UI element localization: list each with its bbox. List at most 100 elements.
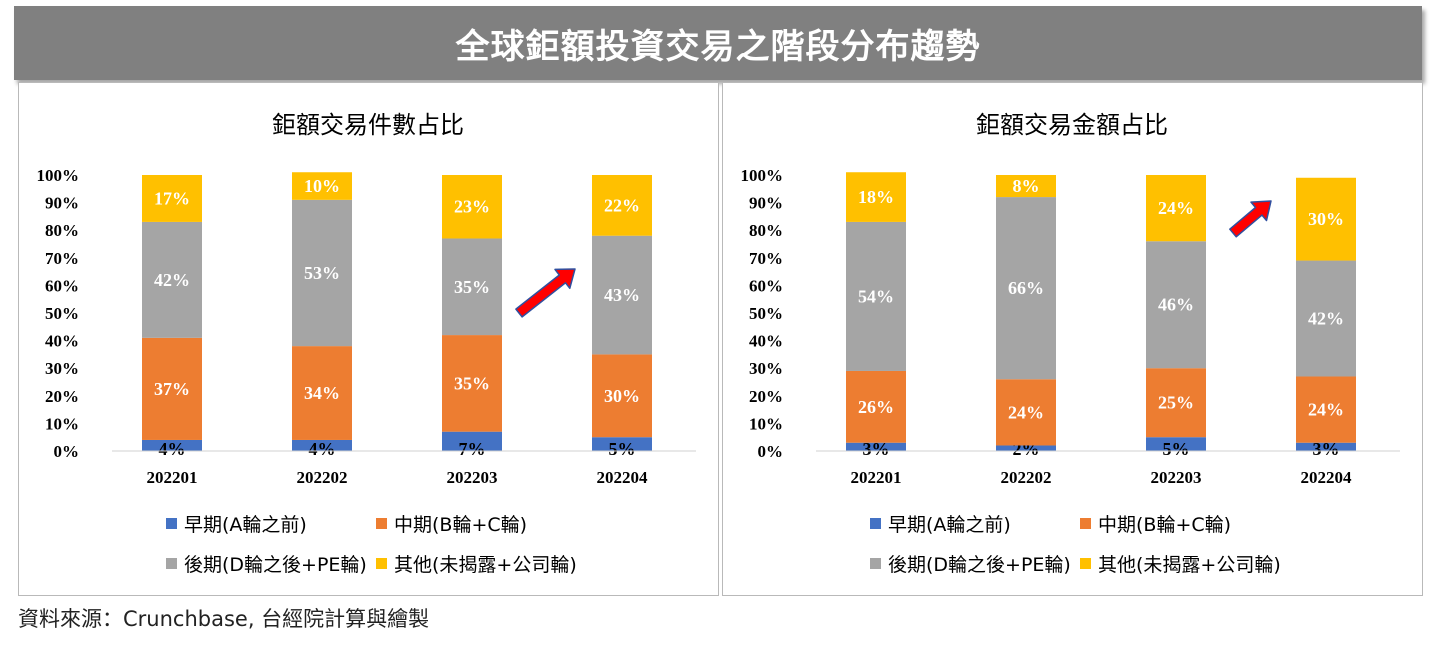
legend-swatch-early bbox=[870, 518, 881, 529]
data-label: 5% bbox=[1163, 439, 1190, 459]
data-label: 24% bbox=[1308, 400, 1344, 420]
bar-segment-late bbox=[142, 221, 202, 338]
bar-segment-other bbox=[592, 175, 652, 236]
bar-segment-late bbox=[442, 238, 502, 336]
y-tick-label: 0% bbox=[54, 442, 80, 461]
bar-segment-mid bbox=[142, 337, 202, 440]
bar-segment-other bbox=[1296, 177, 1356, 261]
data-label: 7% bbox=[459, 439, 486, 459]
bar-segment-other bbox=[142, 175, 202, 222]
bar-segment-other bbox=[292, 172, 352, 200]
bar-segment-late bbox=[996, 197, 1056, 380]
legend-label-mid: 中期(B輪+C輪) bbox=[394, 514, 527, 536]
legend-label-early: 早期(A輪之前) bbox=[888, 514, 1011, 536]
data-label: 4% bbox=[159, 439, 186, 459]
chart-panel-amount: 鉅額交易金額占比 0% 10% 20% 30% 40% 50% 60% 70% 80% 90% 100… bbox=[722, 82, 1423, 596]
bar-segment-other bbox=[442, 175, 502, 239]
data-label: 24% bbox=[1158, 198, 1194, 218]
legend-label-other: 其他(未揭露+公司輪) bbox=[1098, 554, 1281, 576]
y-tick-label: 70% bbox=[749, 249, 783, 268]
bar-segment-early bbox=[592, 437, 652, 451]
x-tick-label: 202201 bbox=[147, 468, 198, 487]
data-label: 3% bbox=[863, 439, 890, 459]
data-label: 35% bbox=[454, 277, 490, 297]
x-tick-label: 202204 bbox=[597, 468, 649, 487]
y-tick-label: 20% bbox=[749, 387, 783, 406]
x-tick-label: 202204 bbox=[1301, 468, 1353, 487]
y-tick-label: 80% bbox=[45, 221, 79, 240]
data-label: 46% bbox=[1158, 295, 1194, 315]
data-label: 3% bbox=[1313, 439, 1340, 459]
y-tick-label: 100% bbox=[741, 166, 784, 185]
legend-label-other: 其他(未揭露+公司輪) bbox=[394, 554, 577, 576]
data-label: 34% bbox=[304, 383, 340, 403]
y-tick-label: 100% bbox=[37, 166, 80, 185]
legend-label-late: 後期(D輪之後+PE輪) bbox=[184, 554, 367, 576]
data-label: 42% bbox=[154, 270, 190, 290]
legend-label-mid: 中期(B輪+C輪) bbox=[1098, 514, 1231, 536]
bar-segment-late bbox=[846, 221, 906, 371]
data-label: 35% bbox=[454, 373, 490, 393]
y-tick-label: 50% bbox=[45, 304, 79, 323]
bar-segment-early bbox=[996, 445, 1056, 451]
y-tick-label: 30% bbox=[45, 359, 79, 378]
data-label: 22% bbox=[604, 195, 640, 215]
data-label: 30% bbox=[1308, 209, 1344, 229]
data-label: 42% bbox=[1308, 309, 1344, 329]
bar-segment-mid bbox=[292, 346, 352, 440]
legend-swatch-early bbox=[166, 518, 177, 529]
y-tick-label: 90% bbox=[45, 194, 79, 213]
legend-swatch-mid bbox=[1080, 518, 1091, 529]
bar-segment-mid bbox=[1296, 376, 1356, 443]
data-label: 43% bbox=[604, 285, 640, 305]
chart-title: 鉅額交易件數占比 bbox=[272, 111, 464, 139]
bar-segment-late bbox=[1296, 260, 1356, 377]
bar-segment-mid bbox=[592, 354, 652, 438]
data-label: 24% bbox=[1008, 402, 1044, 422]
data-label: 54% bbox=[858, 286, 894, 306]
x-tick-label: 202201 bbox=[851, 468, 902, 487]
trend-arrow-icon bbox=[515, 268, 576, 318]
y-tick-label: 50% bbox=[749, 304, 783, 323]
bar-segment-early bbox=[846, 442, 906, 451]
data-label: 37% bbox=[154, 379, 190, 399]
bar-segment-other bbox=[996, 175, 1056, 198]
bar-segment-other bbox=[1146, 175, 1206, 242]
data-label: 5% bbox=[609, 439, 636, 459]
y-tick-label: 60% bbox=[45, 276, 79, 295]
legend-swatch-late bbox=[870, 558, 881, 569]
legend-swatch-other bbox=[1080, 558, 1091, 569]
legend-swatch-other bbox=[376, 558, 387, 569]
bar-segment-early bbox=[142, 439, 202, 451]
data-label: 18% bbox=[858, 187, 894, 207]
x-tick-label: 202203 bbox=[447, 468, 498, 487]
y-tick-label: 90% bbox=[749, 194, 783, 213]
bar-segment-late bbox=[1146, 241, 1206, 369]
y-tick-label: 30% bbox=[749, 359, 783, 378]
data-label: 53% bbox=[304, 263, 340, 283]
bar-segment-early bbox=[1296, 442, 1356, 451]
bar-segment-early bbox=[1146, 437, 1206, 451]
bar-segment-late bbox=[592, 235, 652, 355]
y-tick-label: 40% bbox=[45, 332, 79, 351]
y-tick-label: 0% bbox=[758, 442, 784, 461]
page-title: 全球鉅額投資交易之階段分布趨勢 bbox=[455, 26, 981, 67]
bar-segment-early bbox=[292, 439, 352, 451]
legend-label-early: 早期(A輪之前) bbox=[184, 514, 307, 536]
x-tick-label: 202202 bbox=[1001, 468, 1052, 487]
data-label: 66% bbox=[1008, 278, 1044, 298]
trend-arrow-icon bbox=[1229, 200, 1272, 238]
data-label: 10% bbox=[304, 176, 340, 196]
legend-swatch-mid bbox=[376, 518, 387, 529]
bar-segment-other bbox=[846, 172, 906, 222]
x-tick-label: 202202 bbox=[297, 468, 348, 487]
chart-panel-count: 鉅額交易件數占比 0% 10% 20% 30% 40% 50% 60% 70% 80% 90% 100… bbox=[18, 82, 719, 596]
bar-segment-mid bbox=[996, 379, 1056, 446]
data-label: 26% bbox=[858, 397, 894, 417]
stacked-bar-chart-count: 鉅額交易件數占比 0% 10% 20% 30% 40% 50% 60% 70% 80% 90% 100… bbox=[37, 111, 696, 576]
y-tick-label: 10% bbox=[749, 414, 783, 433]
bar-segment-mid bbox=[1146, 368, 1206, 438]
y-tick-label: 60% bbox=[749, 276, 783, 295]
title-banner: 全球鉅額投資交易之階段分布趨勢 bbox=[14, 6, 1422, 80]
bar-segment-mid bbox=[442, 335, 502, 432]
